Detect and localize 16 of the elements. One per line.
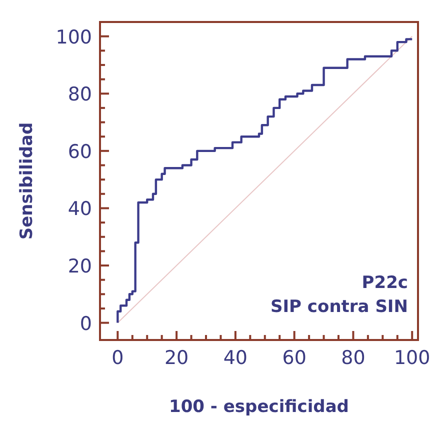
x-tick-label: 20 <box>164 347 189 369</box>
y-tick-label: 100 <box>56 26 92 48</box>
x-tick-label: 40 <box>223 347 248 369</box>
y-tick-label: 80 <box>68 84 92 106</box>
y-axis-title: Sensibilidad <box>17 122 37 240</box>
y-tick-label: 60 <box>68 140 92 163</box>
x-tick-label: 80 <box>341 347 366 369</box>
x-axis-title: 100 - especificidad <box>169 397 349 417</box>
annotation: SIP contra SIN <box>270 297 408 317</box>
y-tick-label: 40 <box>68 198 92 220</box>
y-tick-label: 0 <box>80 312 92 335</box>
x-tick-label: 100 <box>394 347 430 369</box>
x-tick-label: 60 <box>282 347 306 369</box>
x-tick-label: 0 <box>112 347 124 369</box>
y-tick-label: 20 <box>68 256 92 278</box>
annotation: P22c <box>362 273 408 293</box>
